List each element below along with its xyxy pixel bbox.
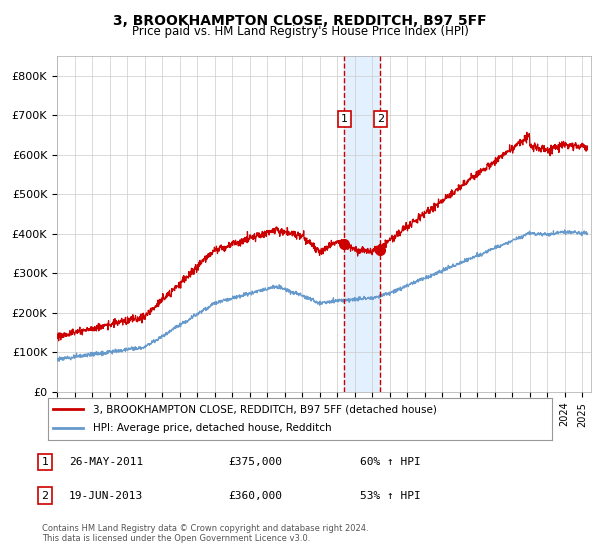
Text: HPI: Average price, detached house, Redditch: HPI: Average price, detached house, Redd… bbox=[94, 423, 332, 433]
Text: Contains HM Land Registry data © Crown copyright and database right 2024.
This d: Contains HM Land Registry data © Crown c… bbox=[42, 524, 368, 543]
Text: 1: 1 bbox=[41, 457, 49, 467]
Text: 3, BROOKHAMPTON CLOSE, REDDITCH, B97 5FF: 3, BROOKHAMPTON CLOSE, REDDITCH, B97 5FF bbox=[113, 14, 487, 28]
Text: £375,000: £375,000 bbox=[228, 457, 282, 467]
Text: 19-JUN-2013: 19-JUN-2013 bbox=[69, 491, 143, 501]
Text: £360,000: £360,000 bbox=[228, 491, 282, 501]
Text: 53% ↑ HPI: 53% ↑ HPI bbox=[360, 491, 421, 501]
Text: 2: 2 bbox=[377, 114, 384, 124]
Text: 1: 1 bbox=[341, 114, 347, 124]
Text: 26-MAY-2011: 26-MAY-2011 bbox=[69, 457, 143, 467]
Text: 60% ↑ HPI: 60% ↑ HPI bbox=[360, 457, 421, 467]
Text: 3, BROOKHAMPTON CLOSE, REDDITCH, B97 5FF (detached house): 3, BROOKHAMPTON CLOSE, REDDITCH, B97 5FF… bbox=[94, 404, 437, 414]
Text: 2: 2 bbox=[41, 491, 49, 501]
Text: Price paid vs. HM Land Registry's House Price Index (HPI): Price paid vs. HM Land Registry's House … bbox=[131, 25, 469, 38]
Bar bbox=[344, 56, 380, 392]
